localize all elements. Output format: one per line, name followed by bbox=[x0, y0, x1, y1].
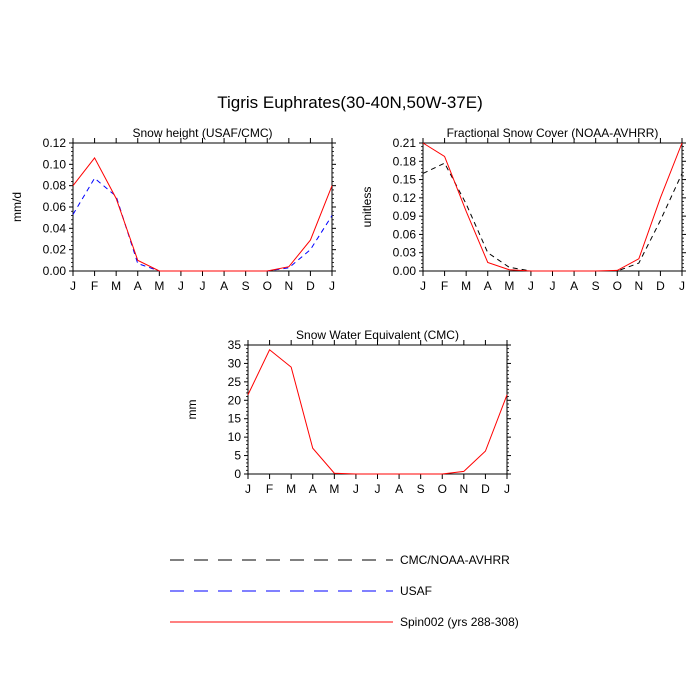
y-tick-label: 0 bbox=[234, 467, 241, 481]
x-tick-label: J bbox=[245, 482, 251, 496]
plot-frame bbox=[72, 142, 333, 272]
x-tick-label: A bbox=[309, 482, 317, 496]
x-tick-label: N bbox=[634, 279, 643, 293]
x-tick-label: M bbox=[111, 279, 121, 293]
x-tick-label: J bbox=[70, 279, 76, 293]
y-tick-label: 0.12 bbox=[393, 191, 417, 205]
x-tick-label: S bbox=[417, 482, 425, 496]
x-tick-label: N bbox=[284, 279, 293, 293]
legend-label: USAF bbox=[400, 584, 432, 598]
series-line bbox=[247, 349, 508, 475]
y-tick-label: 30 bbox=[228, 356, 242, 370]
y-tick-label: 0.06 bbox=[43, 200, 67, 214]
y-tick-label: 0.02 bbox=[43, 243, 67, 257]
y-axis-label: mm bbox=[185, 400, 199, 420]
panels: Snow height (USAF/CMC) mm/d 0.00 0.02 0.04 0.… bbox=[10, 126, 686, 496]
x-tick-label: A bbox=[395, 482, 403, 496]
y-tick-label: 0.03 bbox=[393, 246, 417, 260]
y-tick-label: 0.18 bbox=[393, 154, 417, 168]
x-tick-label: M bbox=[286, 482, 296, 496]
y-tick-label: 5 bbox=[234, 449, 241, 463]
y-axis-label: mm/d bbox=[10, 192, 24, 222]
y-tick-label: 10 bbox=[228, 430, 242, 444]
x-tick-label: J bbox=[375, 482, 381, 496]
y-tick-label: 0.00 bbox=[43, 264, 67, 278]
x-tick-label: A bbox=[134, 279, 142, 293]
x-tick-label: S bbox=[242, 279, 250, 293]
x-tick-label: D bbox=[481, 482, 490, 496]
x-tick-label: O bbox=[263, 279, 272, 293]
y-tick-label: 15 bbox=[228, 412, 242, 426]
series-line bbox=[72, 157, 333, 272]
x-tick-label: D bbox=[306, 279, 315, 293]
series-line bbox=[422, 162, 683, 272]
y-tick-label: 0.04 bbox=[43, 221, 67, 235]
x-tick-label: J bbox=[504, 482, 510, 496]
figure-title: Tigris Euphrates(30-40N,50W-37E) bbox=[217, 93, 483, 112]
legend-label: CMC/NOAA-AVHRR bbox=[400, 553, 510, 567]
x-tick-label: J bbox=[329, 279, 335, 293]
x-tick-label: O bbox=[438, 482, 447, 496]
series-line bbox=[422, 142, 683, 272]
series-line bbox=[72, 177, 333, 272]
x-tick-label: J bbox=[200, 279, 206, 293]
x-tick-label: F bbox=[91, 279, 98, 293]
x-tick-label: J bbox=[420, 279, 426, 293]
y-tick-label: 0.06 bbox=[393, 227, 417, 241]
x-tick-label: J bbox=[528, 279, 534, 293]
y-tick-label: 0.15 bbox=[393, 173, 417, 187]
x-tick-label: J bbox=[178, 279, 184, 293]
x-tick-label: J bbox=[353, 482, 359, 496]
x-tick-label: F bbox=[441, 279, 448, 293]
x-tick-label: M bbox=[329, 482, 339, 496]
x-tick-label: J bbox=[679, 279, 685, 293]
y-tick-label: 35 bbox=[228, 338, 242, 352]
plot-frame bbox=[247, 344, 508, 475]
panel-title: Snow Water Equivalent (CMC) bbox=[296, 328, 459, 342]
x-tick-label: A bbox=[484, 279, 492, 293]
chart-panel-2: Fractional Snow Cover (NOAA-AVHRR) unitle… bbox=[360, 126, 686, 293]
x-tick-label: F bbox=[266, 482, 273, 496]
y-tick-label: 0.10 bbox=[43, 157, 67, 171]
y-tick-label: 0.21 bbox=[393, 136, 417, 150]
x-tick-label: J bbox=[550, 279, 556, 293]
legend: CMC/NOAA-AVHRR USAF Spin002 (yrs 288-308) bbox=[170, 553, 519, 629]
y-tick-label: 0.12 bbox=[43, 136, 67, 150]
x-tick-label: D bbox=[656, 279, 665, 293]
x-tick-label: M bbox=[154, 279, 164, 293]
plot-frame bbox=[422, 142, 683, 272]
chart-panel-1: Snow height (USAF/CMC) mm/d 0.00 0.02 0.04 0.… bbox=[10, 126, 336, 293]
x-tick-label: A bbox=[220, 279, 228, 293]
legend-label: Spin002 (yrs 288-308) bbox=[400, 615, 519, 629]
y-tick-label: 0.00 bbox=[393, 264, 417, 278]
y-tick-label: 25 bbox=[228, 375, 242, 389]
x-tick-label: O bbox=[613, 279, 622, 293]
chart-panel-3: Snow Water Equivalent (CMC) mm 0 5 10 15 20 25 3… bbox=[185, 328, 511, 496]
y-tick-label: 0.09 bbox=[393, 209, 417, 223]
panel-title: Fractional Snow Cover (NOAA-AVHRR) bbox=[447, 126, 659, 140]
y-tick-label: 20 bbox=[228, 393, 242, 407]
x-tick-label: A bbox=[570, 279, 578, 293]
x-tick-label: M bbox=[461, 279, 471, 293]
x-tick-label: N bbox=[459, 482, 468, 496]
panel-title: Snow height (USAF/CMC) bbox=[132, 126, 272, 140]
y-axis-label: unitless bbox=[360, 187, 374, 228]
y-tick-label: 0.08 bbox=[43, 179, 67, 193]
x-tick-label: M bbox=[504, 279, 514, 293]
x-tick-label: S bbox=[592, 279, 600, 293]
